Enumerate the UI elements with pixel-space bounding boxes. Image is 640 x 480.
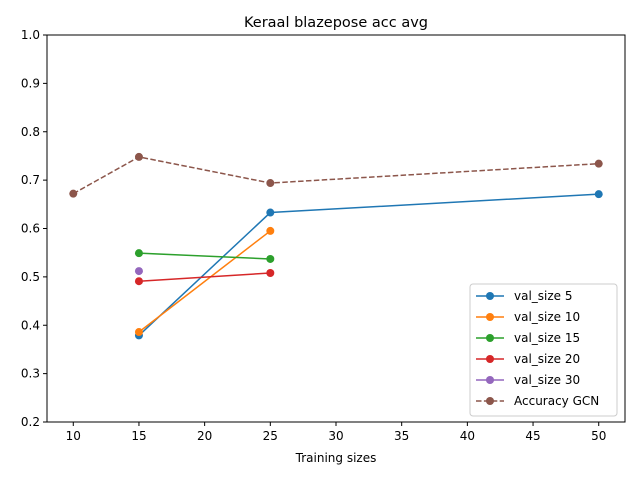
series-line: [138, 252, 271, 260]
x-tick-label: 45: [525, 429, 540, 443]
legend-item: val_size 15: [476, 331, 580, 345]
y-tick-label: 0.2: [21, 415, 40, 429]
data-point: [594, 159, 603, 168]
series: [134, 190, 603, 340]
legend-marker: [486, 355, 494, 363]
legend: val_size 5 val_size 10 val_size 15 val_size…: [469, 283, 618, 417]
x-tick-label: 25: [263, 429, 278, 443]
legend-item: val_size 20: [476, 352, 580, 366]
series-layer: [69, 152, 603, 340]
legend-label: val_size 5: [514, 289, 573, 303]
series-line: [138, 272, 271, 282]
data-point: [266, 208, 275, 217]
legend-marker: [486, 292, 494, 300]
data-point: [134, 249, 143, 258]
x-tick-label: 40: [460, 429, 475, 443]
y-tick-label: 0.5: [21, 270, 40, 284]
data-point: [134, 152, 143, 161]
y-tick-label: 0.9: [21, 76, 40, 90]
x-axis-label: Training sizes: [295, 451, 377, 465]
data-point: [266, 226, 275, 235]
data-point: [266, 179, 275, 188]
y-tick-label: 0.8: [21, 125, 40, 139]
legend-item: val_size 5: [476, 289, 573, 303]
data-point: [134, 267, 143, 276]
data-point: [69, 189, 78, 198]
legend-label: val_size 20: [514, 352, 580, 366]
chart-title: Keraal blazepose acc avg: [244, 15, 428, 31]
data-point: [134, 277, 143, 286]
y-tick-label: 0.7: [21, 173, 40, 187]
legend-item: Accuracy GCN: [476, 394, 599, 408]
legend-label: val_size 15: [514, 331, 580, 345]
y-tick-label: 0.6: [21, 222, 40, 236]
y-tick-label: 0.3: [21, 367, 40, 381]
y-axis: 0.2 0.3 0.4 0.5 0.6 0.7 0.8 0.9 1.0: [21, 28, 47, 429]
legend-marker: [486, 376, 494, 384]
legend-label: val_size 30: [514, 373, 580, 387]
x-tick-label: 20: [197, 429, 212, 443]
legend-item: val_size 10: [476, 310, 580, 324]
legend-label: Accuracy GCN: [514, 394, 599, 408]
legend-marker: [486, 313, 494, 321]
legend-item: val_size 30: [476, 373, 580, 387]
x-tick-label: 35: [394, 429, 409, 443]
x-tick-label: 30: [328, 429, 343, 443]
series: [134, 267, 143, 276]
data-point: [266, 269, 275, 278]
x-tick-label: 50: [591, 429, 606, 443]
series: [134, 249, 275, 263]
y-tick-label: 1.0: [21, 28, 40, 42]
series-line: [72, 156, 599, 195]
series: [69, 152, 603, 198]
legend-marker: [486, 334, 494, 342]
x-axis: 10 15 20 25 30 35 40 45 50: [66, 422, 606, 443]
y-tick-label: 0.4: [21, 318, 40, 332]
data-point: [134, 328, 143, 337]
series-line: [138, 230, 271, 333]
data-point: [594, 190, 603, 199]
series: [134, 269, 275, 286]
series: [134, 226, 275, 337]
data-point: [266, 254, 275, 263]
legend-label: val_size 10: [514, 310, 580, 324]
x-tick-label: 15: [131, 429, 146, 443]
legend-marker: [486, 397, 494, 405]
legend-box: [469, 283, 618, 417]
x-tick-label: 10: [66, 429, 81, 443]
